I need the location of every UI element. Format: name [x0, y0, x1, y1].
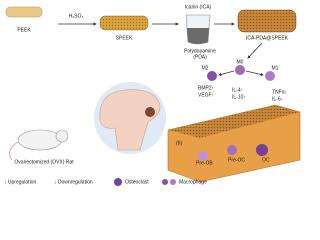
arrow	[247, 42, 263, 59]
rat-head	[55, 129, 69, 143]
beaker-liquid	[187, 28, 209, 44]
acid-label: H₂SO₄	[69, 13, 84, 19]
factor: IL-6↓	[272, 96, 283, 102]
legend-down: ↓ Downregulation	[54, 179, 93, 185]
bone-surface	[168, 105, 300, 138]
speek-label: SPEEK	[116, 35, 133, 41]
rat	[17, 129, 63, 151]
femur	[99, 89, 161, 151]
factor: IL-4↑	[232, 87, 243, 93]
macrophage-icon	[170, 179, 176, 185]
macrophage-cell	[265, 71, 275, 81]
peek-disc	[5, 6, 43, 18]
cell-label: OC	[262, 157, 270, 163]
legend-macrophage: Macrophage	[179, 179, 207, 185]
product-disc	[237, 9, 297, 33]
speek-disc	[99, 15, 149, 31]
panel-label: (b)	[176, 140, 182, 146]
cell	[198, 151, 208, 161]
legend-up: ↑ Upregulation	[4, 179, 36, 185]
icariin-label: Icariin (ICA)	[185, 4, 212, 10]
osteoclast-icon	[114, 178, 122, 186]
factor: TNFα↓	[272, 89, 287, 95]
m0-label: M0	[237, 59, 244, 65]
cell-label: Pre-OB	[196, 160, 213, 166]
macrophage-cell	[235, 65, 245, 75]
cell	[227, 145, 237, 155]
factor: IL-10↑	[232, 94, 246, 100]
legend-osteoclast: Osteoclast	[125, 179, 149, 185]
m2-label: M2	[202, 65, 209, 71]
cell-label: Pre-OC	[228, 157, 245, 163]
factor: VEGF↑	[198, 92, 214, 98]
pda-label: Polydopamine	[184, 48, 216, 54]
factor: BMP2↑	[198, 85, 214, 91]
m1-label: M1	[272, 65, 279, 71]
rat-tail	[9, 141, 19, 161]
implant	[145, 107, 155, 117]
rat-label: Ovariectomized (OVX) Rat	[14, 159, 74, 165]
diagram: PEEK H₂SO₄ SPEEK Icariin (ICA) Polydopam…	[4, 4, 301, 186]
macrophage-cell	[207, 71, 217, 81]
osteoclast-cell	[256, 144, 268, 156]
macrophage-icon	[162, 179, 168, 185]
pda-label: (PDA)	[193, 54, 207, 60]
arrow	[245, 70, 264, 77]
product-label: ICA-PDA@SPEEK	[246, 35, 289, 41]
arrow	[218, 70, 235, 76]
peek-label: PEEK	[17, 27, 31, 33]
